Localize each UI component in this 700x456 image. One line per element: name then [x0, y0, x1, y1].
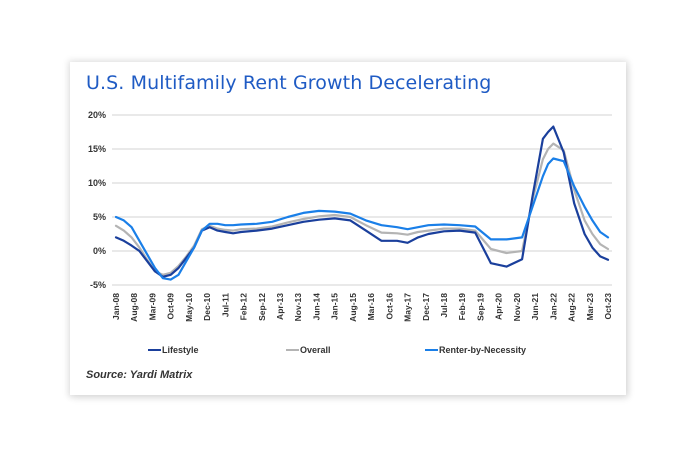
x-tick-label: Nov-13 — [293, 293, 303, 322]
x-tick-label: Apr-13 — [275, 293, 285, 320]
x-tick-label: Nov-20 — [512, 293, 522, 322]
x-tick-label: Mar-09 — [147, 293, 157, 321]
x-tick-label: Sep-19 — [475, 293, 485, 321]
y-tick-label: 0% — [93, 246, 106, 256]
y-tick-label: 5% — [93, 212, 106, 222]
legend-label-lifestyle: Lifestyle — [162, 345, 199, 355]
x-tick-label: Oct-09 — [166, 293, 176, 320]
legend-swatch-lifestyle — [148, 349, 161, 351]
series-line-renter-by-necessity — [114, 157, 610, 281]
legend-label-renter-by-necessity: Renter-by-Necessity — [439, 345, 527, 355]
source-note: Source: Yardi Matrix — [86, 369, 193, 381]
x-tick-label: May-10 — [184, 293, 194, 322]
x-tick-label: Feb-19 — [457, 293, 467, 321]
x-tick-label: Sep-12 — [257, 293, 267, 321]
x-axis: Jan-08 Aug-08 Mar-09 Oct-09 May-10 Dec-10 Jul-… — [111, 293, 613, 322]
x-tick-label: Oct-23 — [603, 293, 613, 320]
legend-label-overall: Overall — [300, 345, 331, 355]
legend: Lifestyle Overall Renter-by-Necessity — [70, 345, 626, 359]
x-tick-label: Mar-23 — [585, 293, 595, 321]
chart-title: U.S. Multifamily Rent Growth Deceleratin… — [86, 72, 492, 94]
line-chart: 20% 15% 10% 5% 0% -5% Jan-08 Aug-08 Mar-09 Oct-0… — [88, 110, 613, 322]
y-axis: 20% 15% 10% 5% 0% -5% — [88, 110, 106, 290]
x-tick-label: Dec-17 — [421, 293, 431, 321]
x-tick-label: Aug-22 — [567, 293, 577, 322]
x-tick-label: May-17 — [403, 293, 413, 322]
x-tick-label: Dec-10 — [202, 293, 212, 321]
series-line-overall — [114, 142, 610, 276]
x-tick-label: Jul-11 — [220, 293, 230, 317]
x-tick-label: Jun-21 — [530, 293, 540, 321]
y-tick-label: 15% — [88, 144, 106, 154]
legend-swatch-renter-by-necessity — [425, 349, 438, 351]
legend-item-lifestyle: Lifestyle — [148, 345, 199, 355]
legend-item-renter-by-necessity: Renter-by-Necessity — [425, 345, 526, 355]
legend-swatch-overall — [286, 349, 299, 351]
x-tick-label: Oct-16 — [384, 293, 394, 320]
x-tick-label: Feb-12 — [239, 293, 249, 321]
y-tick-label: 10% — [88, 178, 106, 188]
x-tick-label: Jan-08 — [111, 293, 121, 320]
x-tick-label: Aug-08 — [129, 293, 139, 322]
chart-card: U.S. Multifamily Rent Growth Deceleratin… — [70, 62, 626, 395]
x-tick-label: Mar-16 — [366, 293, 376, 321]
x-tick-label: Aug-15 — [348, 293, 358, 322]
x-tick-label: Apr-20 — [494, 293, 504, 320]
x-tick-label: Jun-14 — [311, 293, 321, 321]
series-lines — [114, 125, 610, 281]
x-tick-label: Jan-22 — [548, 293, 558, 320]
series-line-lifestyle — [114, 125, 610, 278]
x-tick-label: Jan-15 — [330, 293, 340, 320]
y-tick-label: 20% — [88, 110, 106, 120]
y-tick-label: -5% — [90, 280, 106, 290]
legend-item-overall: Overall — [286, 345, 331, 355]
x-tick-label: Jul-18 — [439, 293, 449, 318]
